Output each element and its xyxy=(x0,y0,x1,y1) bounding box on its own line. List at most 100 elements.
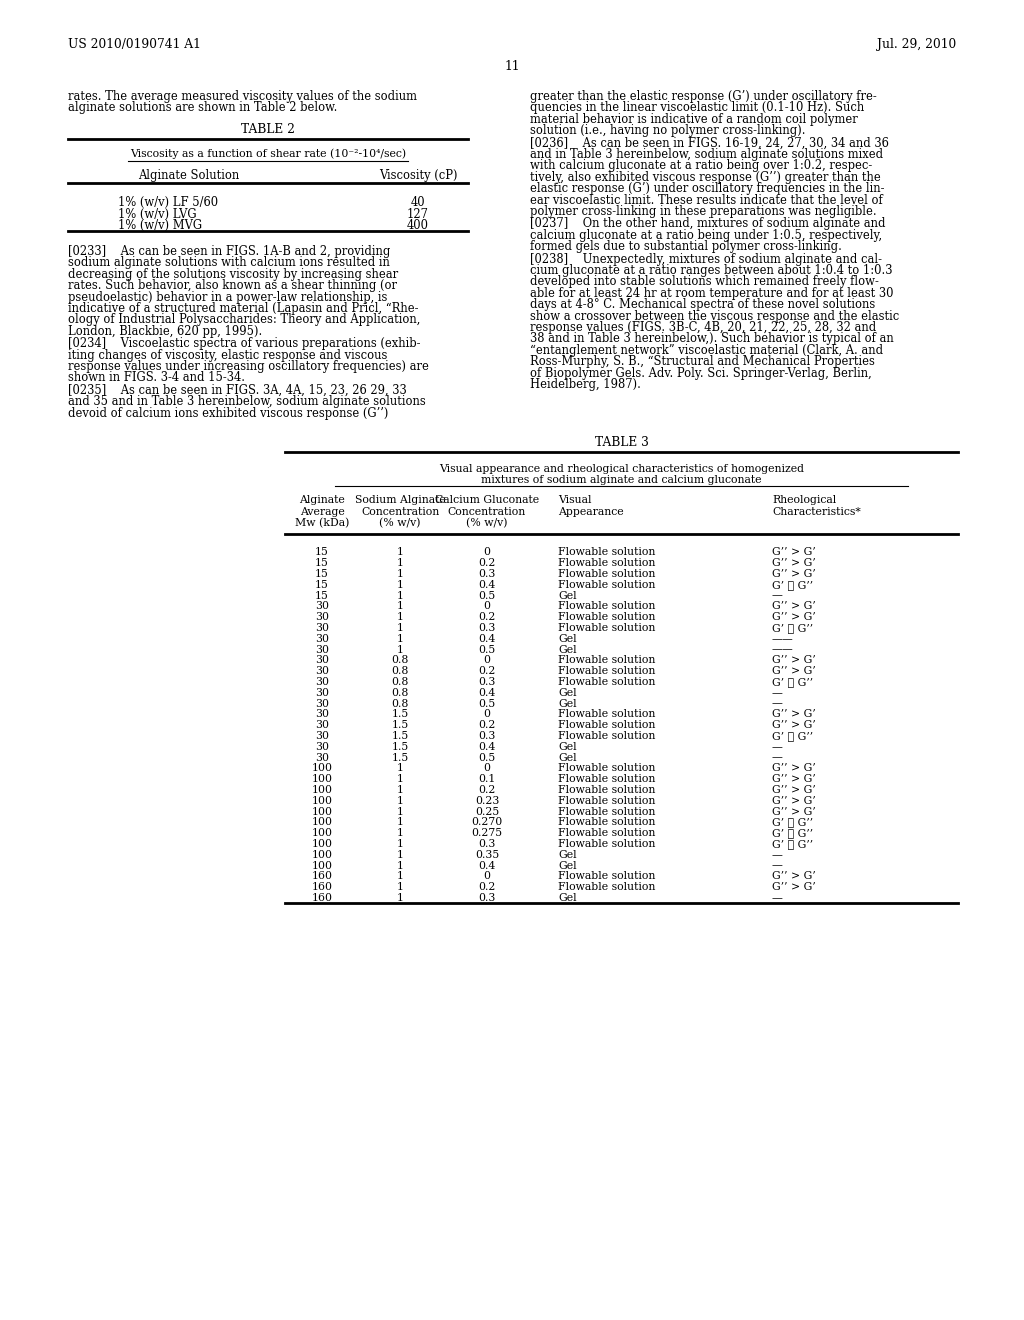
Text: 0.2: 0.2 xyxy=(478,558,496,568)
Text: G’’ > G’: G’’ > G’ xyxy=(772,558,816,568)
Text: 1: 1 xyxy=(396,623,403,634)
Text: Alginate: Alginate xyxy=(299,495,345,506)
Text: Sodium Alginate: Sodium Alginate xyxy=(354,495,445,506)
Text: indicative of a structured material (Lapasin and Pricl, “Rhe-: indicative of a structured material (Lap… xyxy=(68,302,419,315)
Text: 1.5: 1.5 xyxy=(391,742,409,752)
Text: [0237]    On the other hand, mixtures of sodium alginate and: [0237] On the other hand, mixtures of so… xyxy=(530,218,886,231)
Text: 0: 0 xyxy=(483,548,490,557)
Text: and 35 and in Table 3 hereinbelow, sodium alginate solutions: and 35 and in Table 3 hereinbelow, sodiu… xyxy=(68,395,426,408)
Text: 0.8: 0.8 xyxy=(391,656,409,665)
Text: 0.3: 0.3 xyxy=(478,840,496,849)
Text: [0234]    Viscoelastic spectra of various preparations (exhib-: [0234] Viscoelastic spectra of various p… xyxy=(68,337,421,350)
Text: [0235]    As can be seen in FIGS. 3A, 4A, 15, 23, 26 29, 33: [0235] As can be seen in FIGS. 3A, 4A, 1… xyxy=(68,384,407,397)
Text: Flowable solution: Flowable solution xyxy=(558,785,655,795)
Text: 1: 1 xyxy=(396,840,403,849)
Text: Visual appearance and rheological characteristics of homogenized: Visual appearance and rheological charac… xyxy=(439,465,804,474)
Text: 100: 100 xyxy=(311,828,333,838)
Text: 0.5: 0.5 xyxy=(478,752,496,763)
Text: Gel: Gel xyxy=(558,634,577,644)
Text: 30: 30 xyxy=(315,709,329,719)
Text: 1: 1 xyxy=(396,871,403,882)
Text: shown in FIGS. 3-4 and 15-34.: shown in FIGS. 3-4 and 15-34. xyxy=(68,371,245,384)
Text: Alginate Solution: Alginate Solution xyxy=(138,169,240,182)
Text: 0.23: 0.23 xyxy=(475,796,499,805)
Text: able for at least 24 hr at room temperature and for at least 30: able for at least 24 hr at room temperat… xyxy=(530,286,894,300)
Text: 400: 400 xyxy=(407,219,429,232)
Text: 0.4: 0.4 xyxy=(478,688,496,698)
Text: —: — xyxy=(772,861,783,871)
Text: 0.4: 0.4 xyxy=(478,579,496,590)
Text: Flowable solution: Flowable solution xyxy=(558,840,655,849)
Text: 0: 0 xyxy=(483,709,490,719)
Text: Flowable solution: Flowable solution xyxy=(558,709,655,719)
Text: Calcium Gluconate: Calcium Gluconate xyxy=(435,495,539,506)
Text: G’ ≧ G’’: G’ ≧ G’’ xyxy=(772,731,813,741)
Text: 1: 1 xyxy=(396,850,403,859)
Text: 1: 1 xyxy=(396,569,403,579)
Text: with calcium gluconate at a ratio being over 1:0.2, respec-: with calcium gluconate at a ratio being … xyxy=(530,160,872,173)
Text: 30: 30 xyxy=(315,634,329,644)
Text: 0: 0 xyxy=(483,763,490,774)
Text: devoid of calcium ions exhibited viscous response (G’’): devoid of calcium ions exhibited viscous… xyxy=(68,407,388,420)
Text: and in Table 3 hereinbelow, sodium alginate solutions mixed: and in Table 3 hereinbelow, sodium algin… xyxy=(530,148,883,161)
Text: (% w/v): (% w/v) xyxy=(379,519,421,528)
Text: 100: 100 xyxy=(311,785,333,795)
Text: 1: 1 xyxy=(396,807,403,817)
Text: Flowable solution: Flowable solution xyxy=(558,775,655,784)
Text: [0233]    As can be seen in FIGS. 1A-B and 2, providing: [0233] As can be seen in FIGS. 1A-B and … xyxy=(68,246,390,257)
Text: sodium alginate solutions with calcium ions resulted in: sodium alginate solutions with calcium i… xyxy=(68,256,390,269)
Text: greater than the elastic response (G’) under oscillatory fre-: greater than the elastic response (G’) u… xyxy=(530,90,877,103)
Text: Gel: Gel xyxy=(558,688,577,698)
Text: (% w/v): (% w/v) xyxy=(466,519,508,528)
Text: 100: 100 xyxy=(311,817,333,828)
Text: [0236]    As can be seen in FIGS. 16-19, 24, 27, 30, 34 and 36: [0236] As can be seen in FIGS. 16-19, 24… xyxy=(530,136,889,149)
Text: Rheological: Rheological xyxy=(772,495,837,506)
Text: US 2010/0190741 A1: US 2010/0190741 A1 xyxy=(68,38,201,51)
Text: 0.3: 0.3 xyxy=(478,677,496,686)
Text: 0.1: 0.1 xyxy=(478,775,496,784)
Text: 0.3: 0.3 xyxy=(478,894,496,903)
Text: days at 4-8° C. Mechanical spectra of these novel solutions: days at 4-8° C. Mechanical spectra of th… xyxy=(530,298,876,312)
Text: of Biopolymer Gels. Adv. Poly. Sci. Springer-Verlag, Berlin,: of Biopolymer Gels. Adv. Poly. Sci. Spri… xyxy=(530,367,871,380)
Text: Flowable solution: Flowable solution xyxy=(558,817,655,828)
Text: quencies in the linear viscoelastic limit (0.1-10 Hz). Such: quencies in the linear viscoelastic limi… xyxy=(530,102,864,115)
Text: 100: 100 xyxy=(311,861,333,871)
Text: G’’ > G’: G’’ > G’ xyxy=(772,612,816,622)
Text: Gel: Gel xyxy=(558,894,577,903)
Text: response values under increasing oscillatory frequencies) are: response values under increasing oscilla… xyxy=(68,360,429,374)
Text: 1.5: 1.5 xyxy=(391,731,409,741)
Text: formed gels due to substantial polymer cross-linking.: formed gels due to substantial polymer c… xyxy=(530,240,842,253)
Text: Flowable solution: Flowable solution xyxy=(558,807,655,817)
Text: 0.4: 0.4 xyxy=(478,861,496,871)
Text: rates. Such behavior, also known as a shear thinning (or: rates. Such behavior, also known as a sh… xyxy=(68,280,397,292)
Text: solution (i.e., having no polymer cross-linking).: solution (i.e., having no polymer cross-… xyxy=(530,124,806,137)
Text: G’’ > G’: G’’ > G’ xyxy=(772,709,816,719)
Text: Flowable solution: Flowable solution xyxy=(558,677,655,686)
Text: 1: 1 xyxy=(396,861,403,871)
Text: [0238]    Unexpectedly, mixtures of sodium alginate and cal-: [0238] Unexpectedly, mixtures of sodium … xyxy=(530,252,882,265)
Text: G’’ > G’: G’’ > G’ xyxy=(772,569,816,579)
Text: 15: 15 xyxy=(315,590,329,601)
Text: Flowable solution: Flowable solution xyxy=(558,871,655,882)
Text: Flowable solution: Flowable solution xyxy=(558,558,655,568)
Text: ——: —— xyxy=(772,644,794,655)
Text: 100: 100 xyxy=(311,840,333,849)
Text: Viscosity (cP): Viscosity (cP) xyxy=(380,169,458,182)
Text: 0.5: 0.5 xyxy=(478,590,496,601)
Text: Gel: Gel xyxy=(558,861,577,871)
Text: 11: 11 xyxy=(504,59,520,73)
Text: G’ ≧ G’’: G’ ≧ G’’ xyxy=(772,623,813,634)
Text: G’ ≧ G’’: G’ ≧ G’’ xyxy=(772,840,813,849)
Text: 1% (w/v) LVG: 1% (w/v) LVG xyxy=(118,207,197,220)
Text: 0: 0 xyxy=(483,656,490,665)
Text: “entanglement network” viscoelastic material (Clark, A. and: “entanglement network” viscoelastic mate… xyxy=(530,343,883,356)
Text: 15: 15 xyxy=(315,579,329,590)
Text: Flowable solution: Flowable solution xyxy=(558,602,655,611)
Text: material behavior is indicative of a random coil polymer: material behavior is indicative of a ran… xyxy=(530,112,858,125)
Text: 1: 1 xyxy=(396,894,403,903)
Text: TABLE 3: TABLE 3 xyxy=(595,436,648,449)
Text: polymer cross-linking in these preparations was negligible.: polymer cross-linking in these preparati… xyxy=(530,205,877,218)
Text: 0.35: 0.35 xyxy=(475,850,499,859)
Text: show a crossover between the viscous response and the elastic: show a crossover between the viscous res… xyxy=(530,310,899,322)
Text: 100: 100 xyxy=(311,807,333,817)
